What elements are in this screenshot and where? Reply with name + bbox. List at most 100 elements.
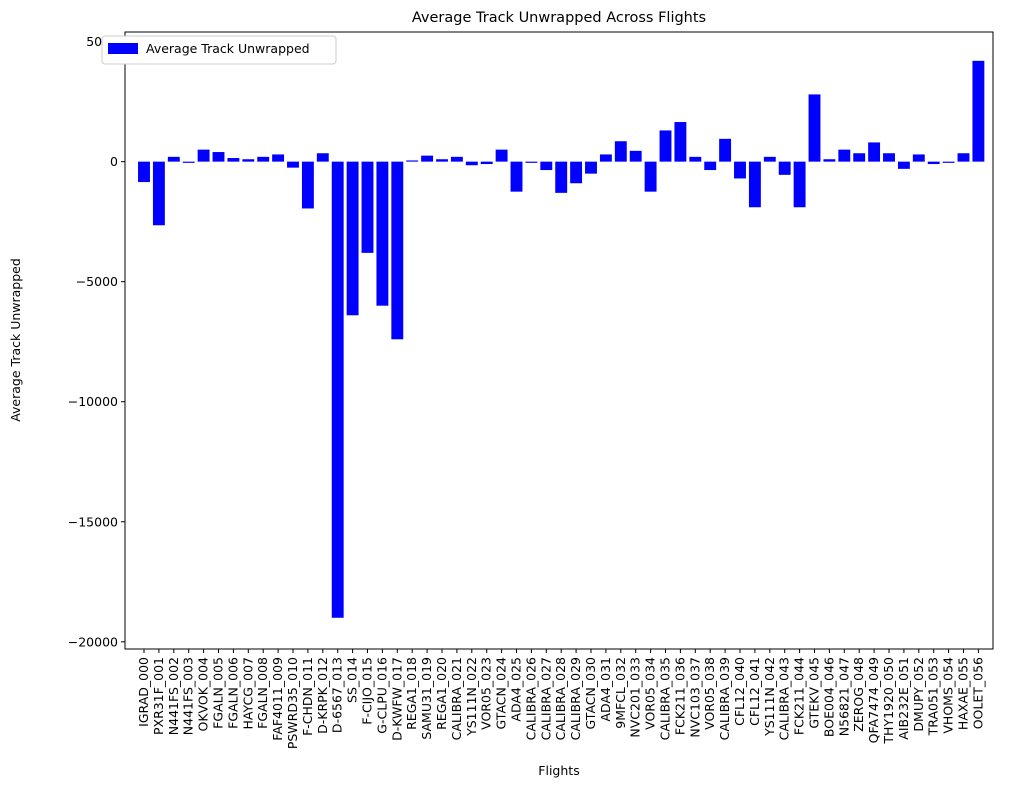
x-tick-label: CFL12_041 [747, 657, 762, 726]
bar [614, 141, 627, 162]
x-tick-label: SS_014 [345, 657, 360, 703]
bar [540, 161, 553, 171]
x-tick-label: QFA7474_049 [866, 657, 881, 743]
bar [912, 154, 925, 162]
bar [644, 161, 657, 192]
bar [287, 161, 299, 168]
bar [450, 156, 463, 162]
bar [346, 161, 359, 316]
x-tick-label: VOR05_038 [702, 657, 717, 730]
x-tick-label: N56821_047 [836, 657, 851, 736]
bar [778, 161, 791, 175]
bar [495, 149, 508, 162]
x-tick-label: VHOMS_054 [941, 657, 956, 734]
bar [793, 161, 806, 208]
x-tick-label: 9MFCL_032 [613, 657, 628, 729]
bar [585, 161, 597, 174]
x-tick-label: GTEKV_045 [807, 657, 822, 729]
bar [376, 161, 389, 306]
x-tick-label: HAXAE_055 [956, 657, 971, 730]
x-tick-label: VOR05_034 [643, 657, 658, 730]
bar [868, 142, 881, 162]
x-tick-label: FCK211_044 [792, 657, 807, 735]
bar [704, 161, 717, 171]
bar [361, 161, 374, 253]
bar [152, 161, 165, 226]
x-axis: IGRAD_000 PXR31F_001 N441FS_002 N441FS_003 O… [136, 649, 985, 749]
x-tick-label: GTACN_024 [494, 657, 509, 729]
x-tick-label: D-KWFW_017 [389, 657, 404, 741]
x-tick-label: D-6567_013 [330, 657, 345, 733]
x-tick-label: AIB232E_051 [896, 657, 911, 740]
bar [823, 159, 836, 162]
x-tick-label: IGRAD_000 [136, 657, 151, 727]
bar [570, 161, 583, 184]
bar [897, 161, 910, 169]
plot-area [124, 31, 994, 650]
x-tick-label: N441FS_002 [166, 657, 181, 735]
bar [167, 156, 180, 162]
x-tick-label: CALIBRA_043 [777, 657, 792, 740]
bar [719, 138, 732, 162]
bar [748, 161, 761, 208]
bar [942, 161, 955, 163]
x-tick-label: NVC201_033 [628, 657, 643, 738]
bar [480, 161, 493, 165]
x-tick-label: GTACN_030 [583, 657, 598, 729]
x-tick-label: NVC103_037 [687, 657, 702, 738]
legend-label: Average Track Unwrapped [146, 41, 310, 56]
x-tick-label: YS111N_022 [464, 657, 479, 737]
x-tick-label: YS111N_042 [762, 657, 777, 737]
y-tick-label: −5000 [76, 274, 118, 289]
bar [734, 161, 746, 179]
x-tick-label: G-CLPU_016 [374, 657, 389, 734]
bar [599, 154, 612, 162]
x-tick-label: CALIBRA_026 [523, 657, 538, 740]
legend-swatch [108, 43, 138, 54]
bar [212, 152, 225, 162]
bar [182, 161, 195, 163]
legend: Average Track Unwrapped [101, 35, 337, 65]
x-tick-label: HAYCG_007 [240, 657, 255, 729]
x-tick-label: CALIBRA_027 [538, 657, 553, 740]
x-tick-label: CALIBRA_029 [568, 657, 583, 740]
x-tick-label: REGA1_018 [404, 657, 419, 730]
x-tick-label: FGALN_005 [211, 657, 226, 729]
bar [197, 149, 210, 162]
x-tick-label: FGALN_008 [255, 657, 270, 729]
x-tick-label: BOE004_046 [821, 657, 836, 737]
x-tick-label: ZEROG_048 [851, 657, 866, 732]
bar [853, 153, 866, 162]
x-tick-label: CALIBRA_035 [658, 657, 673, 740]
bar [555, 161, 568, 193]
x-tick-label: CALIBRA_039 [717, 657, 732, 740]
x-tick-label: OOLET_056 [970, 657, 985, 729]
bar [138, 161, 150, 183]
bar [510, 161, 523, 192]
x-tick-label: F-CIJO_015 [360, 657, 375, 725]
bar [301, 161, 314, 209]
y-axis: 50000−5000−10000−15000−20000 [68, 34, 125, 649]
bar [316, 153, 329, 162]
y-axis-label: Average Track Unwrapped [8, 258, 23, 422]
x-tick-label: ADA4_031 [598, 657, 613, 722]
bar [972, 60, 985, 162]
x-tick-label: THY1920_050 [881, 657, 896, 745]
bar [525, 161, 538, 163]
x-tick-label: F-CHDN_011 [300, 657, 315, 736]
bar [808, 94, 821, 162]
x-tick-label: FAF4011_009 [270, 657, 285, 741]
bar [883, 153, 895, 162]
bar [227, 158, 240, 162]
bar [957, 153, 970, 162]
y-tick-label: −10000 [68, 394, 118, 409]
y-tick-label: 0 [110, 154, 118, 169]
bar [331, 161, 344, 618]
x-tick-label: CALIBRA_021 [449, 657, 464, 740]
x-tick-label: CFL12_040 [732, 657, 747, 726]
bar [629, 150, 642, 162]
x-tick-label: FCK211_036 [672, 657, 687, 735]
bar [257, 156, 270, 162]
bar [927, 161, 940, 165]
